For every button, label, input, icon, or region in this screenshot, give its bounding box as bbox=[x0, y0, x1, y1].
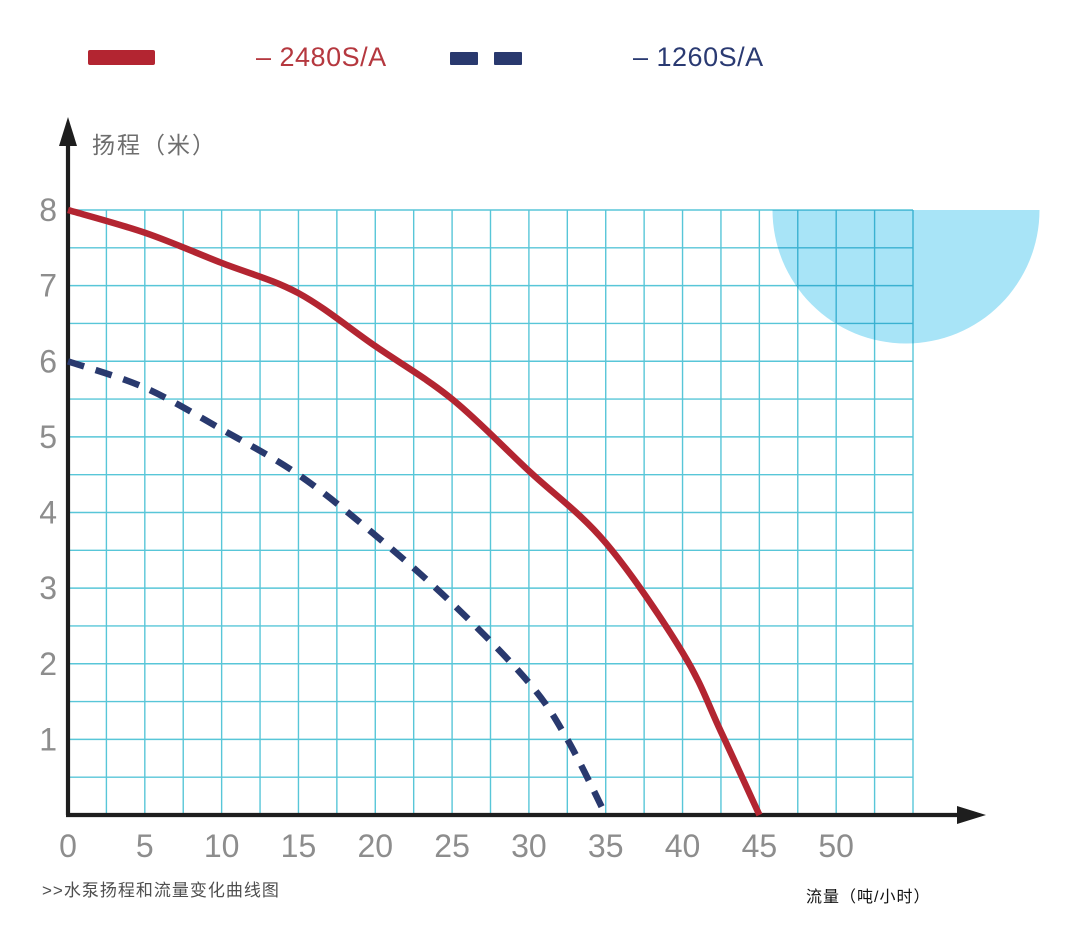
svg-text:7: 7 bbox=[39, 268, 57, 304]
svg-text:5: 5 bbox=[136, 828, 154, 864]
svg-text:45: 45 bbox=[742, 828, 778, 864]
svg-text:4: 4 bbox=[39, 495, 57, 531]
dashed-line-swatch-1260sa bbox=[450, 52, 525, 65]
legend: – 2480S/A – 1260S/A bbox=[0, 0, 1080, 100]
svg-text:15: 15 bbox=[281, 828, 317, 864]
legend-label-2480sa: – 2480S/A bbox=[256, 42, 387, 72]
grid bbox=[68, 209, 914, 815]
legend-label-1260sa: – 1260S/A bbox=[633, 42, 764, 72]
x-axis-title: 流量（吨/小时） bbox=[806, 889, 931, 906]
x-tick-labels: 0 5 10 15 20 25 30 35 40 45 50 bbox=[59, 828, 854, 864]
svg-text:50: 50 bbox=[818, 828, 854, 864]
y-axis-title: 扬程（米） bbox=[92, 132, 217, 158]
svg-text:30: 30 bbox=[511, 828, 547, 864]
svg-text:0: 0 bbox=[59, 828, 77, 864]
svg-text:10: 10 bbox=[204, 828, 240, 864]
svg-text:3: 3 bbox=[39, 570, 57, 606]
y-axis-arrow-icon bbox=[59, 117, 77, 146]
svg-text:8: 8 bbox=[39, 192, 57, 228]
svg-text:2: 2 bbox=[39, 646, 57, 682]
svg-text:25: 25 bbox=[434, 828, 470, 864]
axes bbox=[59, 117, 986, 824]
svg-text:5: 5 bbox=[39, 419, 57, 455]
svg-text:40: 40 bbox=[665, 828, 701, 864]
series-line-1260sa bbox=[66, 358, 609, 817]
dash-segment bbox=[494, 52, 522, 65]
svg-text:1: 1 bbox=[39, 721, 57, 757]
svg-text:6: 6 bbox=[39, 343, 57, 379]
x-axis-arrow-icon bbox=[957, 806, 986, 824]
svg-text:20: 20 bbox=[357, 828, 393, 864]
solid-line-swatch-2480sa bbox=[88, 50, 155, 65]
y-tick-labels: 1 2 3 4 5 6 7 8 bbox=[39, 192, 57, 757]
dash-segment bbox=[450, 52, 478, 65]
decorative-semicircle bbox=[772, 210, 1040, 344]
svg-text:35: 35 bbox=[588, 828, 624, 864]
chart-caption: >>水泵扬程和流量变化曲线图 bbox=[42, 881, 280, 900]
series-line-2480sa bbox=[67, 206, 763, 817]
